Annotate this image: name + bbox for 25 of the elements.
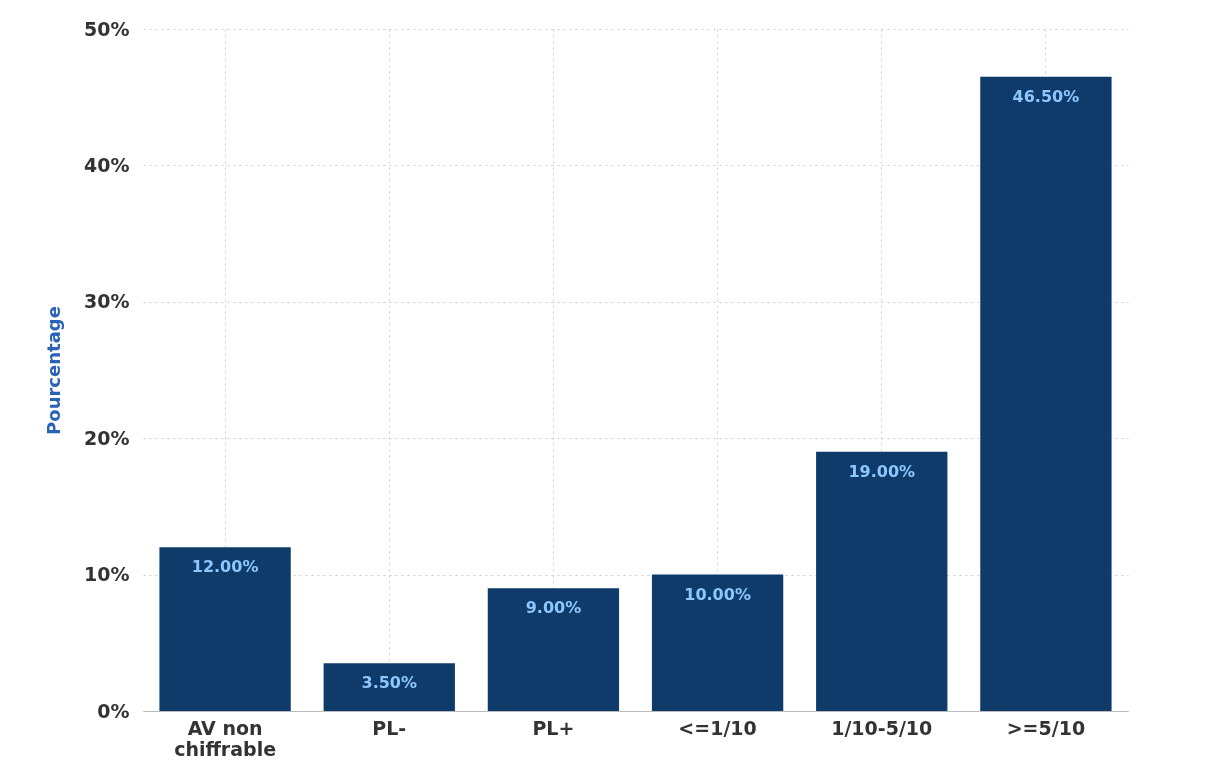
y-tick-label: 50% <box>84 17 130 40</box>
bar <box>159 547 291 711</box>
data-label: 9.00% <box>525 598 582 618</box>
x-tick-label: 1/10-5/10 <box>831 716 933 739</box>
y-tick-label: 40% <box>84 153 130 176</box>
data-label: 3.50% <box>361 673 418 693</box>
y-tick-label: 20% <box>84 426 130 449</box>
y-tick-label: 0% <box>97 699 130 722</box>
x-tick-label: AV non chiffrable <box>174 716 277 760</box>
y-tick-label: 30% <box>84 290 130 313</box>
x-tick-label: <=1/10 <box>678 716 757 739</box>
data-label: 12.00% <box>191 557 259 577</box>
x-tick-label: >=5/10 <box>1006 716 1086 739</box>
x-tick-label: PL+ <box>532 716 575 739</box>
y-axis-title: Pourcentage <box>43 306 65 435</box>
bar <box>816 451 948 711</box>
bar <box>487 588 620 711</box>
data-label: 10.00% <box>684 584 751 604</box>
x-tick-label: PL- <box>372 716 407 739</box>
bar <box>980 76 1112 711</box>
bar <box>651 574 784 711</box>
y-tick-label: 10% <box>84 563 130 586</box>
data-label: 19.00% <box>848 461 916 481</box>
bar <box>323 663 455 711</box>
data-label: 46.50% <box>1012 86 1080 106</box>
